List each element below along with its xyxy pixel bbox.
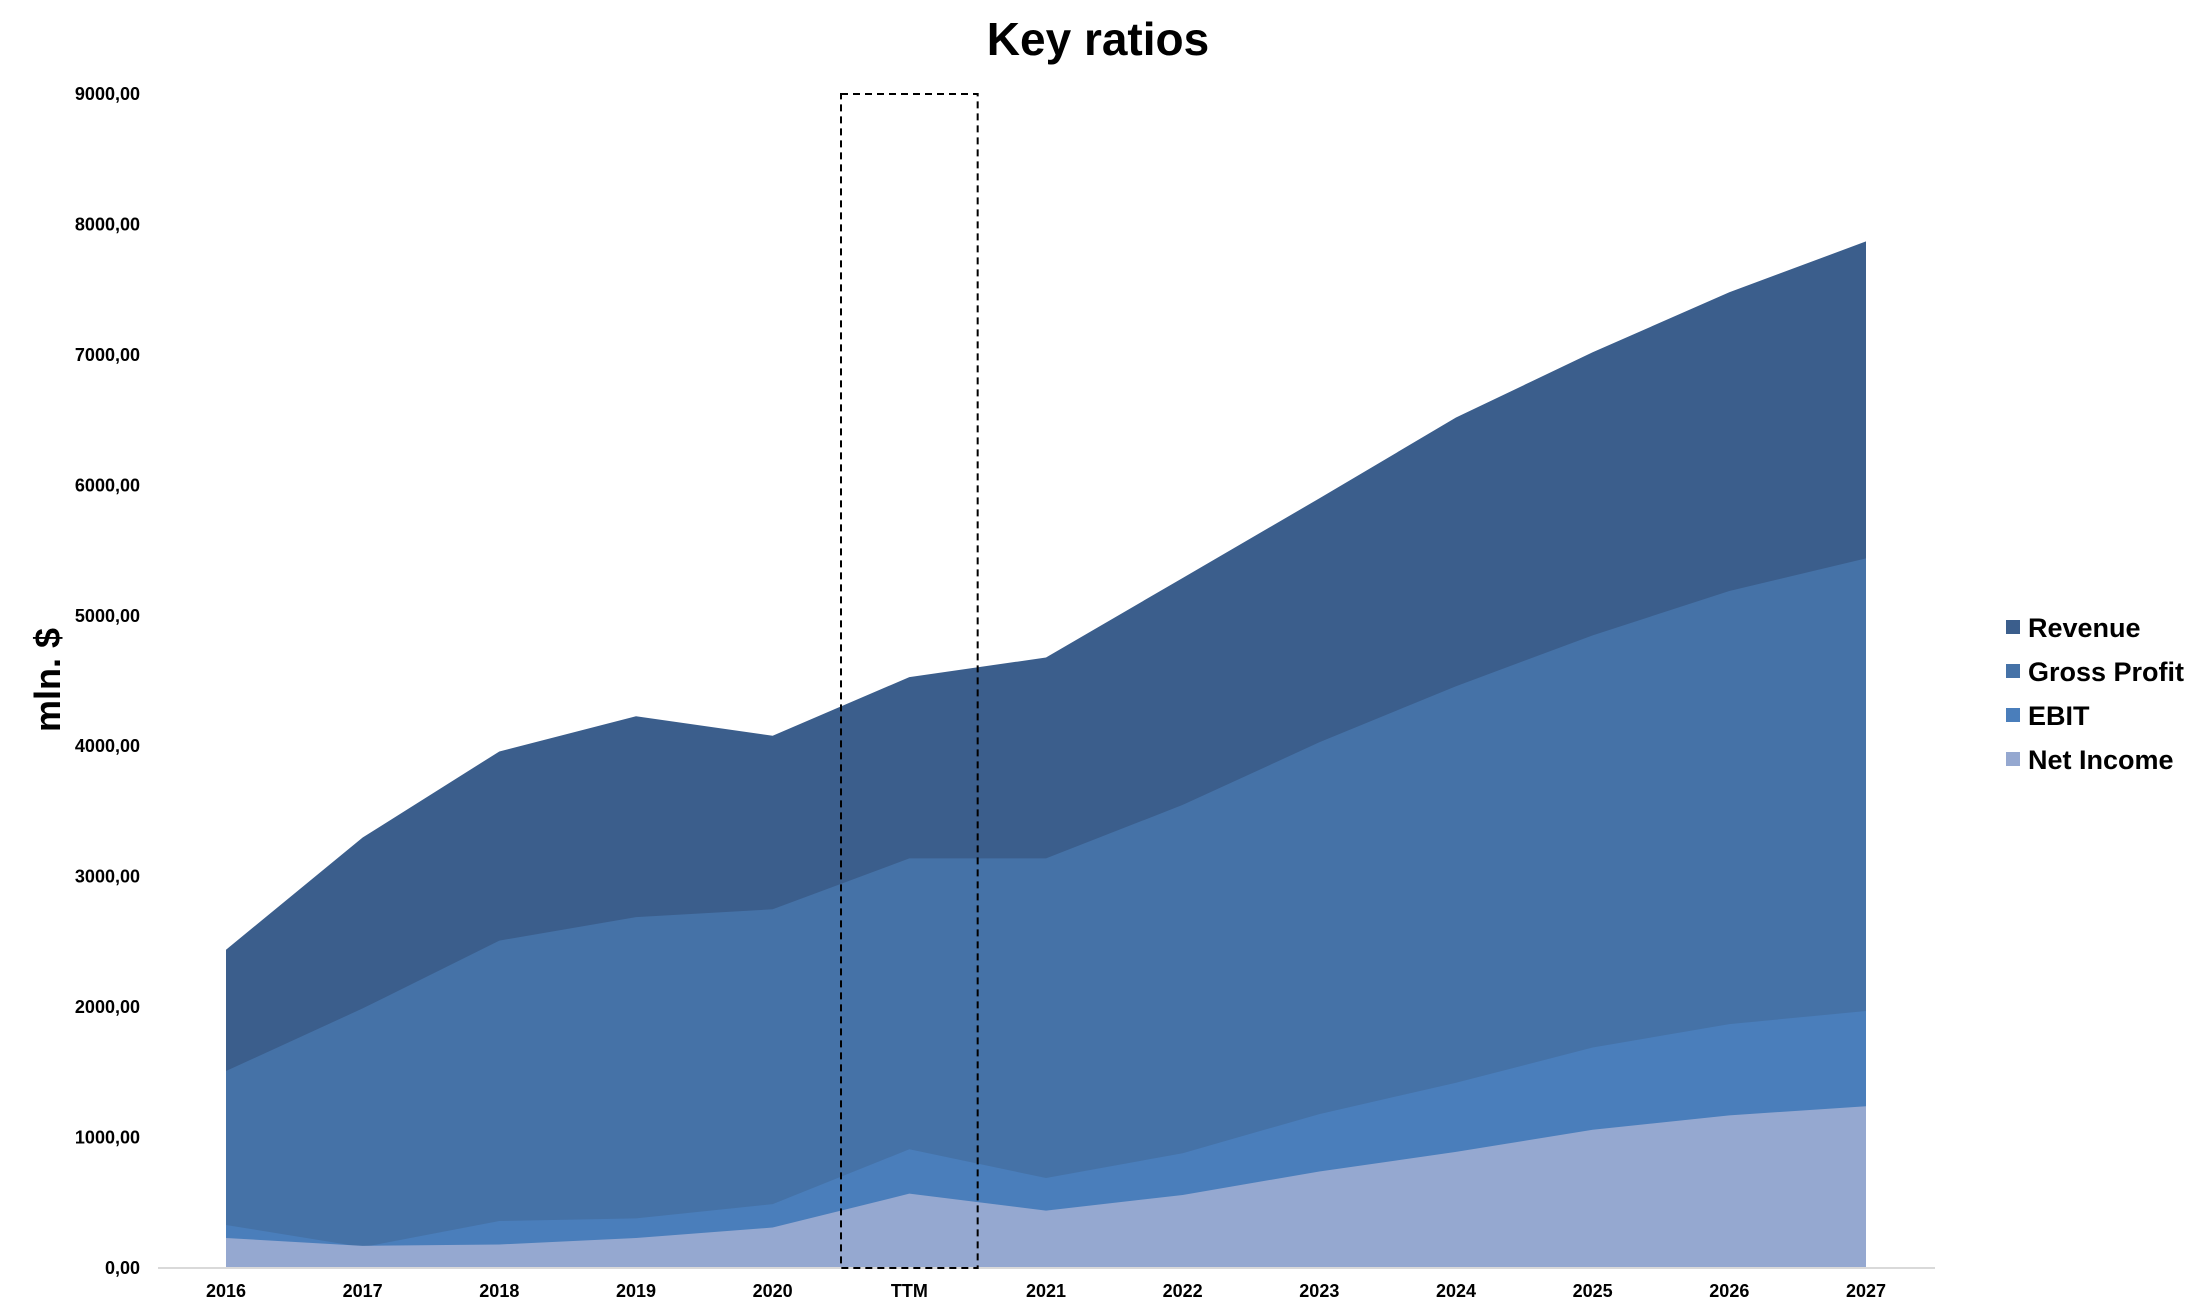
area-net-income [226, 1106, 1866, 1268]
y-tick-label: 9000,00 [75, 84, 140, 104]
ttm-highlight-box [840, 93, 979, 1269]
x-tick-label: 2016 [206, 1281, 246, 1301]
y-tick-label: 1000,00 [75, 1128, 140, 1148]
legend-swatch-ebit [2006, 708, 2020, 722]
x-tick-label: 2019 [616, 1281, 656, 1301]
x-tick-label: TTM [891, 1281, 928, 1301]
x-tick-label: 2025 [1573, 1281, 1613, 1301]
x-tick-label: 2026 [1709, 1281, 1749, 1301]
y-tick-label: 7000,00 [75, 345, 140, 365]
legend-label-ebit: EBIT [2028, 701, 2090, 731]
y-tick-label: 3000,00 [75, 867, 140, 887]
x-axis-ticks: 2016 2017 2018 2019 2020 TTM 2021 2022 2023 2024 2… [206, 1281, 1886, 1301]
x-tick-label: 2023 [1299, 1281, 1339, 1301]
legend-swatch-gross-profit [2006, 664, 2020, 678]
chart-title: Key ratios [987, 13, 1209, 65]
y-tick-label: 5000,00 [75, 606, 140, 626]
legend: Revenue Gross Profit EBIT Net Income [2006, 613, 2184, 775]
area-series-group [226, 241, 1866, 1268]
y-axis-ticks: 0,00 1000,00 2000,00 3000,00 4000,00 5000,00 6… [75, 84, 140, 1278]
y-tick-label: 2000,00 [75, 997, 140, 1017]
legend-label-gross-profit: Gross Profit [2028, 657, 2184, 687]
x-tick-label: 2020 [753, 1281, 793, 1301]
legend-label-revenue: Revenue [2028, 613, 2141, 643]
x-tick-label: 2021 [1026, 1281, 1066, 1301]
x-tick-label: 2024 [1436, 1281, 1476, 1301]
legend-label-net-income: Net Income [2028, 745, 2174, 775]
legend-swatch-net-income [2006, 752, 2020, 766]
x-tick-label: 2022 [1163, 1281, 1203, 1301]
y-tick-label: 0,00 [105, 1258, 140, 1278]
y-tick-label: 4000,00 [75, 736, 140, 756]
y-axis-label: mln. $ [27, 628, 68, 732]
x-tick-label: 2017 [343, 1281, 383, 1301]
legend-swatch-revenue [2006, 620, 2020, 634]
y-tick-label: 6000,00 [75, 475, 140, 495]
y-tick-label: 8000,00 [75, 214, 140, 234]
x-tick-label: 2027 [1846, 1281, 1886, 1301]
x-tick-label: 2018 [479, 1281, 519, 1301]
